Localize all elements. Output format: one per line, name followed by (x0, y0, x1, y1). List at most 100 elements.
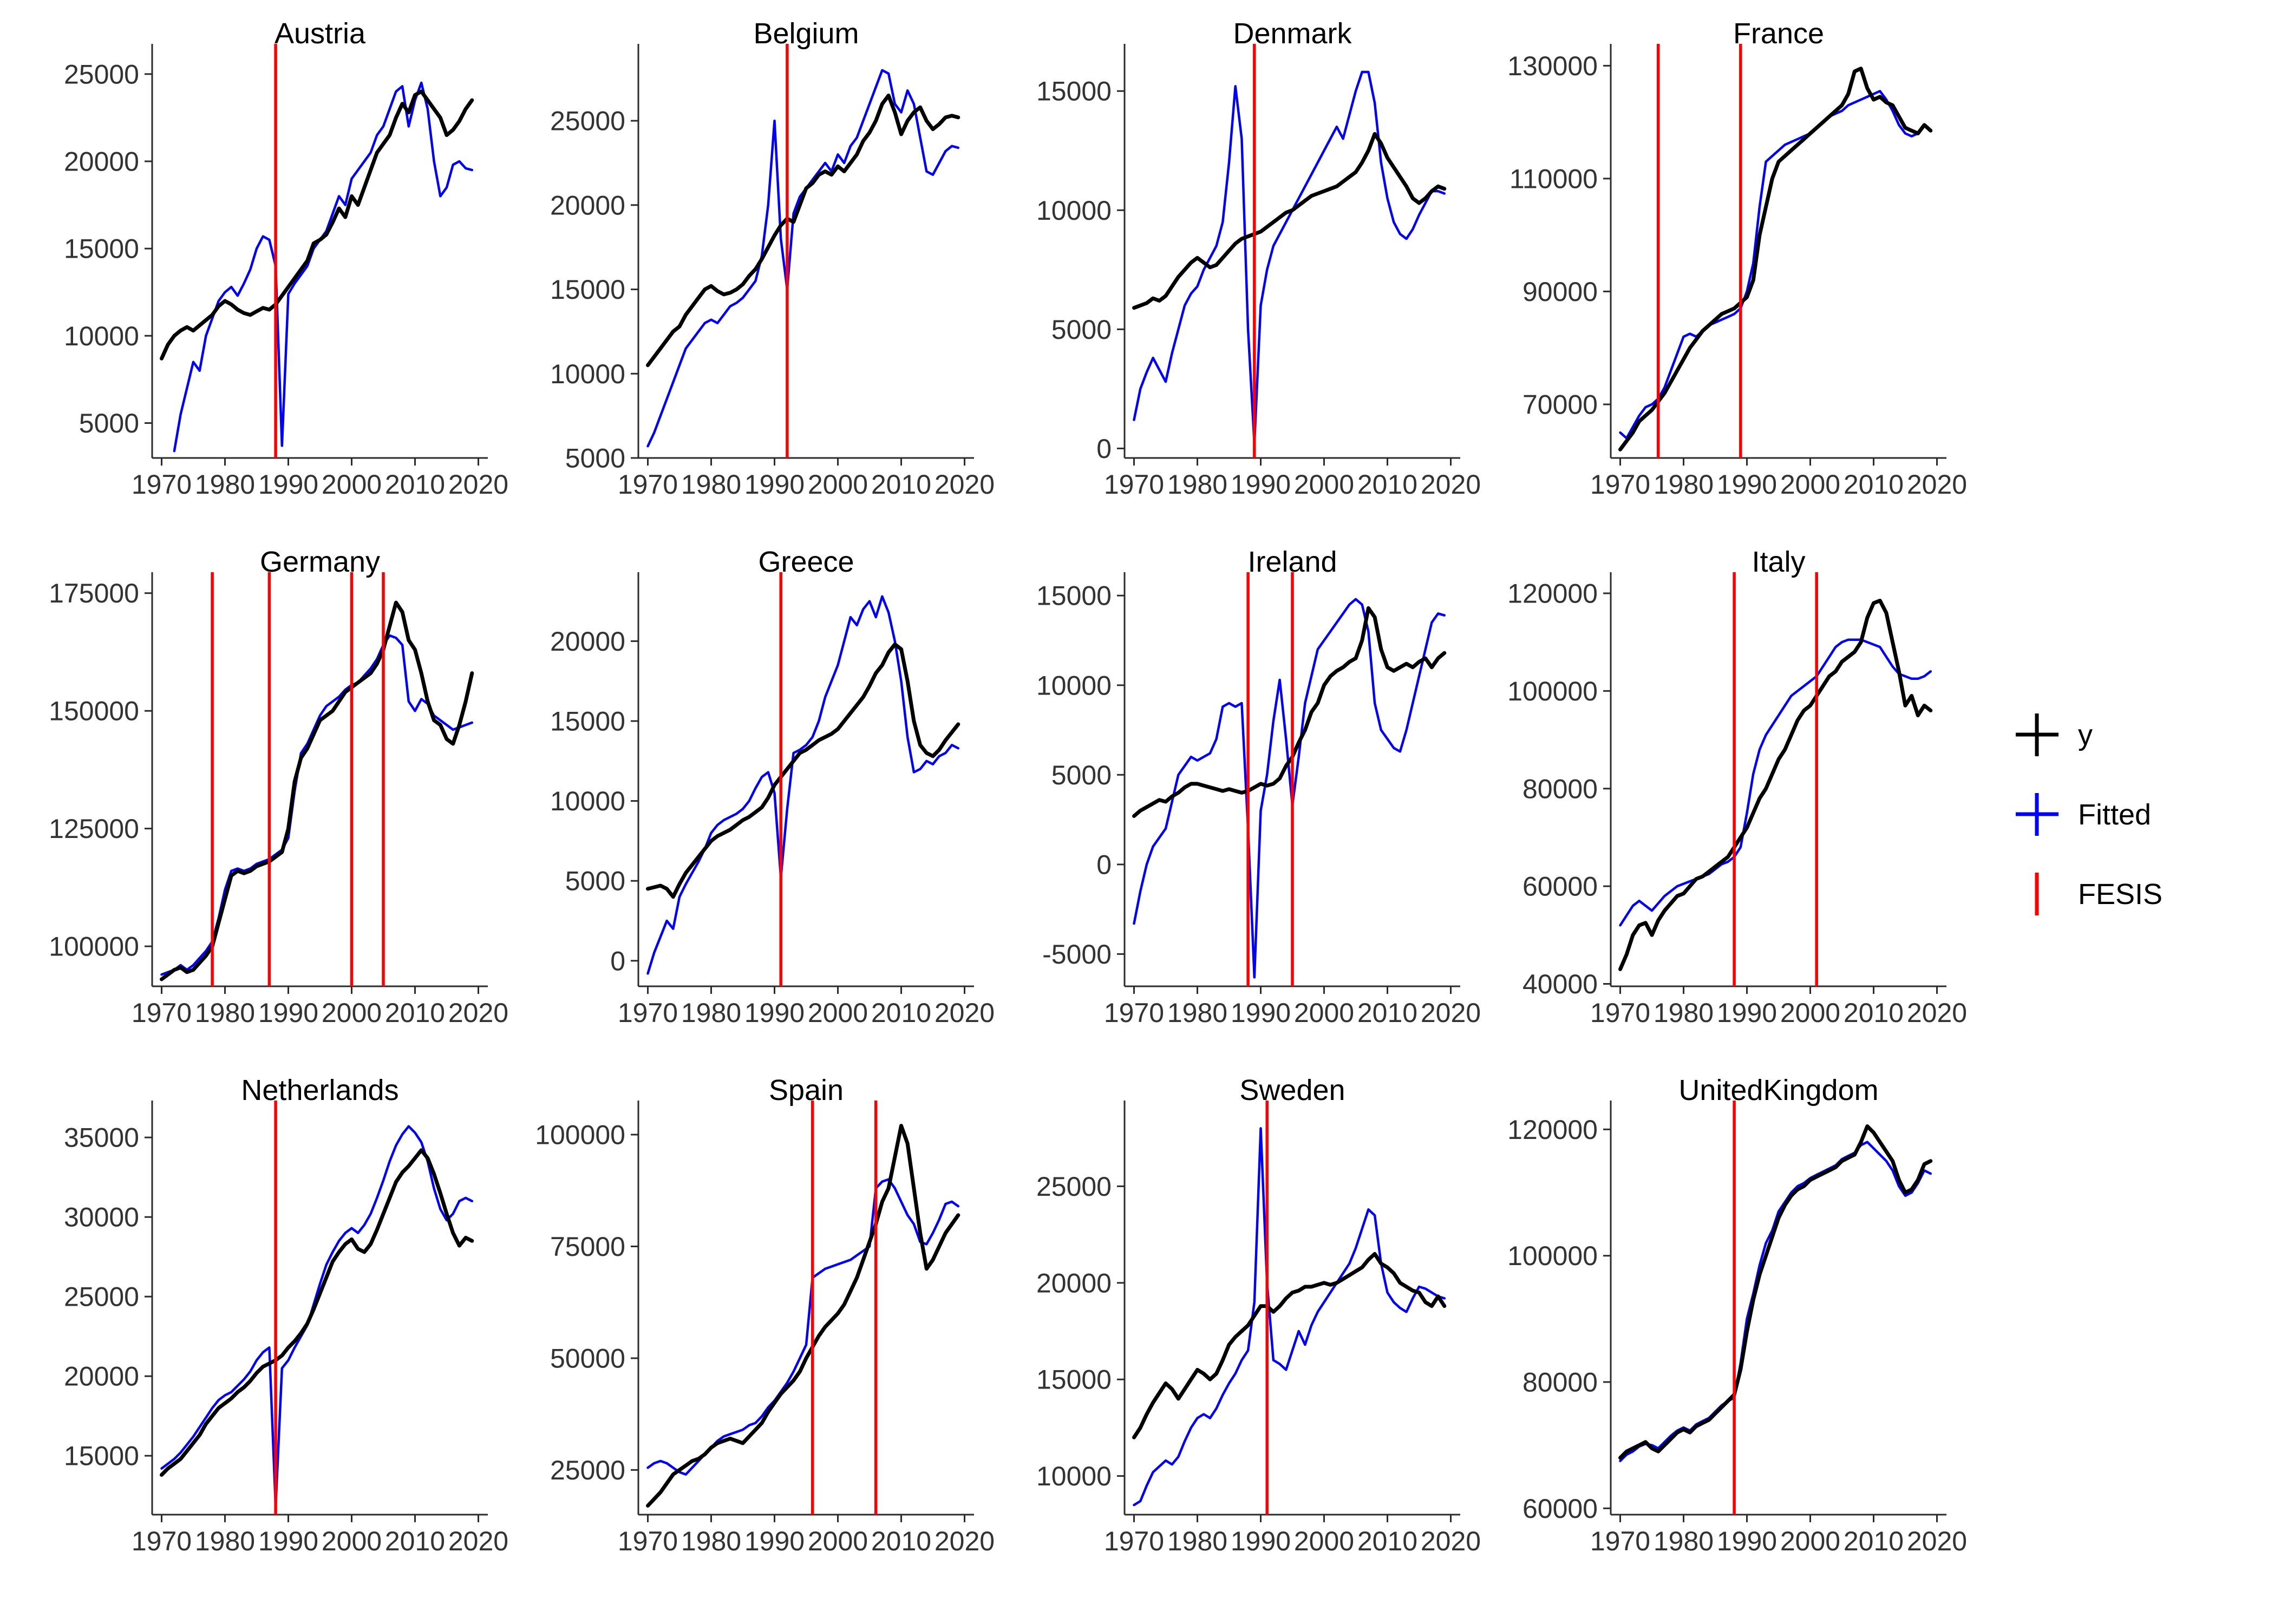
panel-title: Italy (1752, 546, 1805, 578)
series-fitted-line (646, 1178, 960, 1476)
x-tick-label: 1970 (618, 1526, 678, 1556)
x-tick-label: 1990 (1717, 998, 1777, 1028)
series-y-line (160, 89, 474, 361)
x-tick-label: 2010 (1844, 998, 1904, 1028)
x-tick-label: 1970 (1104, 998, 1164, 1028)
y-tick-label: 0 (1096, 849, 1112, 880)
x-tick-label: 2010 (1844, 469, 1904, 500)
x-tick-label: 2020 (448, 469, 508, 500)
y-tick-label: 20000 (64, 147, 139, 177)
y-tick-label: 10000 (1036, 670, 1112, 700)
y-tick-label: 15000 (550, 706, 625, 737)
panel-ireland: Ireland -5000 0 5000 10000 15000 1970 1980 1990 2… (997, 542, 1481, 1057)
series-fitted-line (646, 595, 960, 975)
x-tick-label: 1980 (195, 998, 255, 1028)
x-tick-label: 1990 (1231, 1526, 1291, 1556)
x-tick-label: 1980 (681, 1526, 741, 1556)
series-y-line (1618, 67, 1933, 451)
panel-sweden: Sweden 10000 15000 20000 25000 1970 1980 1990 20… (997, 1071, 1481, 1585)
legend-label-fitted: Fitted (2078, 798, 2152, 831)
x-tick-label: 2000 (1294, 469, 1354, 500)
y-tick-label: 100000 (1507, 1241, 1598, 1271)
panel-chart-italy: Italy 40000 60000 80000 100000 120000 1970 1980… (1507, 546, 1967, 1028)
y-tick-label: 0 (610, 946, 625, 976)
y-tick-label: 80000 (1522, 1367, 1598, 1398)
x-tick-label: 2020 (1421, 998, 1481, 1028)
x-tick-label: 2010 (385, 998, 445, 1028)
series-y-line (646, 1124, 960, 1508)
y-tick-label: 5000 (1051, 760, 1112, 790)
y-tick-label: 15000 (64, 1441, 139, 1471)
y-tick-label: 5000 (565, 866, 625, 896)
x-tick-label: 2000 (322, 1526, 382, 1556)
x-tick-label: 1970 (1590, 1526, 1650, 1556)
y-tick-label: 25000 (550, 106, 625, 136)
x-tick-label: 2000 (808, 469, 868, 500)
x-tick-label: 2000 (1294, 1526, 1354, 1556)
y-tick-label: 25000 (64, 59, 139, 89)
facet-grid: Austria 5000 10000 15000 20000 25000 1970 1980 1… (49, 14, 1967, 1585)
panel-belgium: Belgium 5000 10000 15000 20000 25000 1970 1980 1… (511, 14, 995, 528)
y-tick-label: 30000 (64, 1202, 139, 1233)
x-tick-label: 2020 (1907, 998, 1967, 1028)
y-tick-label: 120000 (1507, 579, 1598, 609)
y-tick-label: 15000 (1036, 581, 1112, 611)
x-tick-label: 2000 (808, 1526, 868, 1556)
legend-item-y: y (2011, 709, 2162, 761)
series-y-line (646, 642, 960, 899)
series-fitted-line (160, 1125, 474, 1508)
y-tick-label: 10000 (1036, 195, 1112, 226)
panel-chart-belgium: Belgium 5000 10000 15000 20000 25000 1970 1980 1… (550, 17, 995, 500)
x-tick-label: 1970 (132, 1526, 192, 1556)
x-tick-label: 1980 (1654, 469, 1714, 500)
y-tick-label: 5000 (79, 408, 139, 438)
panel-spain: Spain 25000 50000 75000 100000 1970 1980 1990 20… (511, 1071, 995, 1585)
y-tick-label: 20000 (64, 1361, 139, 1392)
x-tick-label: 1990 (1717, 469, 1777, 500)
x-tick-label: 2010 (1357, 469, 1417, 500)
x-tick-label: 2000 (322, 469, 382, 500)
x-tick-label: 1980 (1654, 998, 1714, 1028)
legend-item-fesis: FESIS (2011, 868, 2162, 920)
y-tick-label: 100000 (49, 932, 139, 962)
series-y-line (1618, 1124, 1933, 1460)
panel-title: France (1733, 17, 1824, 50)
legend: y Fitted FESIS (2011, 709, 2162, 920)
x-tick-label: 1970 (1104, 469, 1164, 500)
x-tick-label: 1990 (1231, 998, 1291, 1028)
series-fitted-line (1133, 598, 1446, 979)
x-tick-label: 1990 (258, 1526, 318, 1556)
x-tick-label: 1980 (1167, 1526, 1227, 1556)
y-tick-label: 20000 (550, 190, 625, 220)
x-tick-label: 1970 (132, 469, 192, 500)
panel-title: Spain (769, 1074, 844, 1106)
y-tick-label: 175000 (49, 578, 139, 608)
panel-greece: Greece 0 5000 10000 15000 20000 1970 1980 1990 20… (511, 542, 995, 1057)
y-tick-label: 10000 (64, 321, 139, 351)
y-tick-label: 5000 (1051, 315, 1112, 345)
x-tick-label: 1980 (681, 469, 741, 500)
x-tick-label: 1970 (1590, 998, 1650, 1028)
panel-chart-france: France 70000 90000 110000 130000 1970 1980 1990… (1507, 17, 1967, 500)
x-tick-label: 2010 (385, 469, 445, 500)
y-tick-label: 150000 (49, 696, 139, 726)
x-tick-label: 2000 (322, 998, 382, 1028)
y-tick-label: 80000 (1522, 774, 1598, 804)
y-tick-label: 15000 (550, 274, 625, 305)
legend-item-fitted: Fitted (2011, 789, 2162, 840)
x-tick-label: 2020 (935, 469, 995, 500)
series-fitted-line (173, 81, 474, 453)
y-tick-label: 20000 (1036, 1268, 1112, 1298)
x-tick-label: 2010 (1357, 1526, 1417, 1556)
x-tick-label: 2020 (1907, 1526, 1967, 1556)
y-tick-label: 40000 (1522, 969, 1598, 999)
y-tick-label: 25000 (550, 1455, 625, 1485)
x-tick-label: 2000 (1294, 998, 1354, 1028)
x-tick-label: 1980 (195, 469, 255, 500)
x-tick-label: 2000 (1780, 1526, 1840, 1556)
y-tick-label: 15000 (1036, 1365, 1112, 1395)
x-tick-label: 2010 (871, 469, 931, 500)
